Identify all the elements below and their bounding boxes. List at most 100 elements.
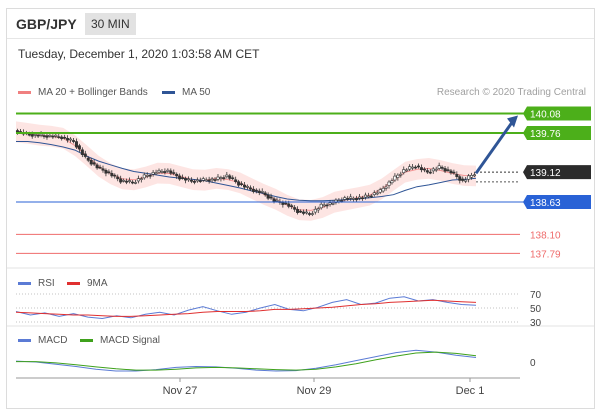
candle-body <box>163 171 167 173</box>
candle-body <box>184 178 188 181</box>
rsi-tick-30: 30 <box>530 318 542 329</box>
candle-body <box>160 171 164 173</box>
forecast-arrow-shaft <box>474 121 514 175</box>
timestamp-text: Tuesday, December 1, 2020 1:03:58 AM CET <box>18 47 260 61</box>
price-level-tag-0: 140.08 <box>523 106 591 121</box>
candle-body <box>316 208 320 211</box>
candle-body <box>266 194 270 199</box>
candle-body <box>390 180 394 184</box>
candle-body <box>95 164 99 169</box>
candle-body <box>189 180 193 182</box>
candle-body <box>39 133 43 136</box>
candle-body <box>446 169 450 171</box>
candle-body <box>151 172 155 175</box>
candle-body <box>366 195 370 198</box>
candle-body <box>301 211 305 214</box>
candle-body <box>257 190 261 193</box>
legend-rsi: RSI <box>18 278 55 289</box>
candle-body <box>210 178 214 181</box>
candle-body <box>48 135 52 137</box>
candle-body <box>172 172 176 174</box>
candle-body <box>396 174 400 178</box>
candle-body <box>449 170 453 174</box>
macd-line <box>15 349 477 372</box>
candle-body <box>393 175 397 181</box>
candle-body <box>201 178 205 181</box>
price-level-label-4: 138.10 <box>530 230 561 241</box>
candle-body <box>325 204 329 207</box>
candle-body <box>434 168 438 171</box>
candle-body <box>92 162 96 165</box>
price-level-label-2: 139.12 <box>530 168 561 179</box>
candle-body <box>299 210 303 213</box>
chart-header: GBP/JPY 30 MIN <box>7 9 594 39</box>
candle-body <box>352 198 356 200</box>
candle-body <box>254 189 258 192</box>
candle-body <box>128 180 132 182</box>
candle-body <box>166 169 170 172</box>
candle-body <box>304 211 308 214</box>
candle-body <box>231 177 235 180</box>
rsi-line <box>15 296 477 320</box>
price-level-label-3: 138.63 <box>530 198 561 209</box>
candle-body <box>80 149 84 155</box>
candle-body <box>387 181 391 186</box>
symbol-title: GBP/JPY <box>16 16 77 32</box>
candle-body <box>178 175 182 180</box>
legend-ma-bollinger: MA 20 + Bollinger Bands <box>18 87 148 98</box>
candle-body <box>414 166 418 169</box>
price-level-label-5: 137.79 <box>530 249 561 260</box>
candle-body <box>467 175 471 180</box>
legend-rsi-ma: 9MA <box>67 278 108 289</box>
price-tag-shape-1 <box>523 125 591 140</box>
candle-body <box>195 179 199 182</box>
candle-body <box>470 174 474 178</box>
candle-body <box>69 138 73 141</box>
rsi-ma-line <box>15 299 477 317</box>
candle-body <box>334 199 338 203</box>
candle-body <box>228 175 232 179</box>
candle-body <box>399 173 403 176</box>
timeframe-tag[interactable]: 30 MIN <box>85 13 136 35</box>
candle-body <box>251 188 255 192</box>
candle-body <box>243 184 247 188</box>
candle-body <box>234 179 238 183</box>
rsi-tick-50: 50 <box>530 304 542 315</box>
candle-body <box>110 173 114 177</box>
candle-body <box>42 135 46 137</box>
candle-body <box>331 203 335 205</box>
candle-body <box>113 174 117 177</box>
candle-body <box>86 157 90 161</box>
candle-body <box>77 145 81 150</box>
research-credit: Research © 2020 Trading Central <box>436 87 586 98</box>
candle-body <box>133 182 137 184</box>
candle-body <box>63 136 67 139</box>
candle-body <box>307 213 311 215</box>
candle-body <box>237 181 241 186</box>
candle-body <box>452 171 456 174</box>
candle-body <box>369 195 373 198</box>
forecast-arrowhead <box>507 115 518 128</box>
candle-body <box>207 179 211 182</box>
candle-body <box>216 176 220 180</box>
price-level-tag-3: 138.63 <box>523 195 591 210</box>
candle-body <box>169 170 173 174</box>
candle-body <box>381 187 385 192</box>
candle-body <box>461 178 465 181</box>
macd-tick-0: 0 <box>530 358 536 369</box>
candle-body <box>136 178 140 182</box>
candle-body <box>372 192 376 195</box>
candle-body <box>310 213 314 215</box>
candle-body <box>125 180 129 183</box>
candle-body <box>187 178 191 181</box>
ma50-swatch <box>162 91 175 94</box>
candle-body <box>296 209 300 213</box>
candle-body <box>260 191 264 193</box>
candle-body <box>275 199 279 202</box>
legend-macd-signal-label: MACD Signal <box>100 335 161 346</box>
candle-body <box>319 203 323 209</box>
price-level-tag-2: 139.12 <box>523 165 591 180</box>
candle-body <box>122 180 126 182</box>
candle-body <box>101 168 105 171</box>
candle-body <box>363 194 367 198</box>
